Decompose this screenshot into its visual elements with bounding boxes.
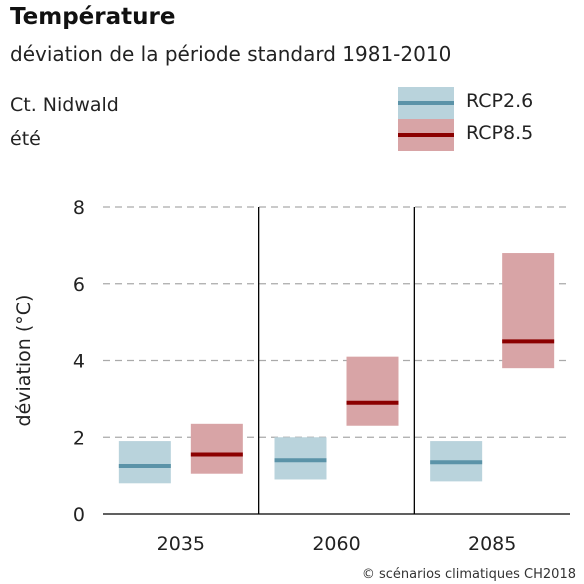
season-label: été <box>10 128 41 150</box>
y-tick-label-8: 8 <box>73 197 85 219</box>
y-axis-title: déviation (°C) <box>13 295 35 427</box>
y-tick-label-6: 6 <box>73 274 85 296</box>
range-bar-rcp85-2085 <box>502 253 555 369</box>
legend-label-rcp85: RCP8.5 <box>466 122 534 144</box>
legend-line-rcp85 <box>398 133 454 137</box>
chart-title: Température <box>10 4 176 30</box>
range-bar-rcp85-2035 <box>190 423 243 474</box>
legend-line-rcp26 <box>398 101 454 105</box>
range-bar-rcp26-2035 <box>118 441 171 484</box>
x-tick-label-2060: 2060 <box>312 533 360 555</box>
y-tick-label-2: 2 <box>73 427 85 449</box>
y-tick-label-0: 0 <box>73 504 85 526</box>
x-tick-label-2085: 2085 <box>468 533 516 555</box>
chart-subtitle: déviation de la période standard 1981-20… <box>10 42 452 66</box>
x-tick-label-2035: 2035 <box>157 533 205 555</box>
legend-label-rcp26: RCP2.6 <box>466 90 534 112</box>
legend-item-rcp26: RCP2.6 <box>398 87 558 121</box>
region-label: Ct. Nidwald <box>10 94 119 116</box>
y-tick-label-4: 4 <box>73 351 85 373</box>
credit-text: © scénarios climatiques CH2018 <box>361 567 576 582</box>
range-bar-rcp85-2060 <box>346 356 399 426</box>
legend-item-rcp85: RCP8.5 <box>398 119 558 153</box>
